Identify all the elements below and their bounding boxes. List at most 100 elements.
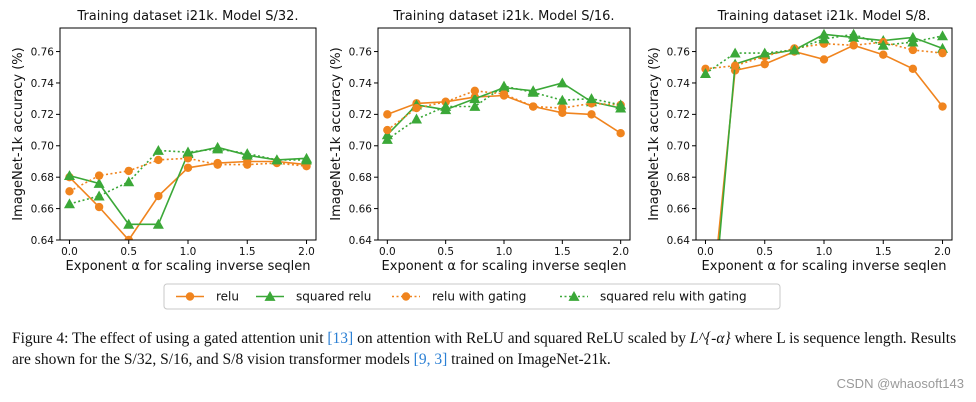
caption-text-2: on attention with ReLU and squared ReLU … <box>353 330 690 347</box>
data-point <box>241 148 253 159</box>
data-point <box>616 129 625 138</box>
x-tick-label: 2.0 <box>298 246 315 258</box>
caption-math-1: L^{-α} <box>689 330 731 347</box>
caption-ref-1[interactable]: [13] <box>327 330 354 347</box>
y-tick-label: 0.76 <box>31 46 55 58</box>
y-axis-label: ImageNet-1k accuracy (%) <box>11 47 26 220</box>
chart-s8: Training dataset i21k. Model S/8. 0.64 0.6… <box>647 9 953 274</box>
data-point <box>410 113 423 124</box>
y-tick-label: 0.68 <box>31 172 54 184</box>
x-tick-label: 1.0 <box>816 246 833 258</box>
data-point <box>182 146 194 157</box>
series-squared-relu-with-gating <box>699 28 949 78</box>
caption-text-1: Figure 4: The effect of using a gated at… <box>12 330 328 347</box>
legend-label: squared relu <box>296 290 371 304</box>
legend-marker <box>568 290 580 301</box>
data-point <box>498 80 510 91</box>
y-tick-label: 0.68 <box>349 172 372 184</box>
data-point <box>124 166 133 176</box>
figure-caption: Figure 4: The effect of using a gated at… <box>12 328 962 370</box>
x-tick-label: 0.0 <box>61 246 78 258</box>
data-point <box>908 64 918 74</box>
data-point <box>212 143 224 154</box>
y-tick-label: 0.66 <box>667 203 691 215</box>
data-point <box>699 68 712 78</box>
legend-marker <box>401 292 411 301</box>
data-point <box>729 47 741 58</box>
legend-item: relu with gating <box>392 290 526 304</box>
data-point <box>879 50 888 59</box>
plot-frame <box>59 27 317 241</box>
x-axis-label: Exponent α for scaling inverse seqlen <box>382 259 627 274</box>
data-point <box>527 86 539 97</box>
data-point <box>759 47 771 58</box>
y-tick-label: 0.74 <box>349 78 373 90</box>
legend-box <box>163 283 781 310</box>
y-tick-label: 0.64 <box>667 235 691 247</box>
data-point <box>213 160 222 169</box>
data-point <box>63 170 76 181</box>
data-point <box>271 154 283 165</box>
data-point <box>154 191 163 201</box>
y-tick-label: 0.76 <box>349 46 373 58</box>
x-tick-label: 1.5 <box>875 246 892 258</box>
legend-item: squared relu <box>256 290 371 304</box>
y-tick-label: 0.72 <box>667 109 690 121</box>
data-point <box>615 99 627 110</box>
series-line <box>717 44 944 240</box>
data-point <box>300 154 313 165</box>
data-point <box>907 36 919 47</box>
series-squared-relu-with-gating <box>381 80 627 144</box>
y-tick-label: 0.64 <box>31 235 55 247</box>
data-point <box>528 102 538 111</box>
data-point <box>470 86 480 96</box>
data-point <box>558 103 567 113</box>
data-point <box>93 190 105 201</box>
legend-item: squared relu with gating <box>560 290 747 304</box>
legend-marker <box>185 292 195 301</box>
caption-ref-2[interactable]: [9, 3] <box>413 351 448 368</box>
data-point <box>877 39 889 50</box>
series-relu <box>717 41 947 240</box>
data-point <box>243 160 252 169</box>
caption-text-3: where L is sequence length. Results are … <box>12 330 957 368</box>
plot-frame <box>377 27 631 241</box>
data-point <box>94 202 104 212</box>
data-point <box>469 100 481 111</box>
data-point <box>124 235 133 240</box>
chart-title: Training dataset i21k. Model S/8. <box>717 9 931 24</box>
series-relu <box>383 91 625 138</box>
legend-label: relu with gating <box>432 290 526 304</box>
data-point <box>469 93 481 104</box>
data-point <box>938 102 947 111</box>
y-tick-label: 0.70 <box>349 141 372 153</box>
data-point <box>65 187 74 196</box>
data-point <box>152 144 164 155</box>
legend-label: relu <box>216 290 239 304</box>
y-tick-label: 0.68 <box>667 172 690 184</box>
legend: relu squared relu relu with gating squared … <box>163 283 781 310</box>
series-line <box>68 160 307 240</box>
plot-area <box>63 141 313 240</box>
x-tick-label: 0.0 <box>697 246 714 258</box>
data-point <box>819 55 829 64</box>
data-point <box>152 218 164 229</box>
legend-item: relu <box>176 290 239 304</box>
data-point <box>556 94 568 105</box>
x-axis-label: Exponent α for scaling inverse seqlen <box>702 259 947 274</box>
plot-area <box>381 77 627 144</box>
data-point <box>788 44 800 55</box>
series-line <box>69 157 307 193</box>
x-tick-label: 0.5 <box>120 246 137 258</box>
data-point <box>848 28 860 39</box>
y-tick-label: 0.66 <box>31 203 55 215</box>
chart-title: Training dataset i21k. Model S/16. <box>392 9 614 24</box>
y-tick-label: 0.70 <box>667 141 690 153</box>
y-tick-label: 0.74 <box>31 78 55 90</box>
chart-title: Training dataset i21k. Model S/32. <box>76 9 298 24</box>
data-point <box>499 89 509 99</box>
data-point <box>123 218 135 229</box>
y-axis-label: ImageNet-1k accuracy (%) <box>329 47 344 220</box>
series-line <box>387 94 622 134</box>
